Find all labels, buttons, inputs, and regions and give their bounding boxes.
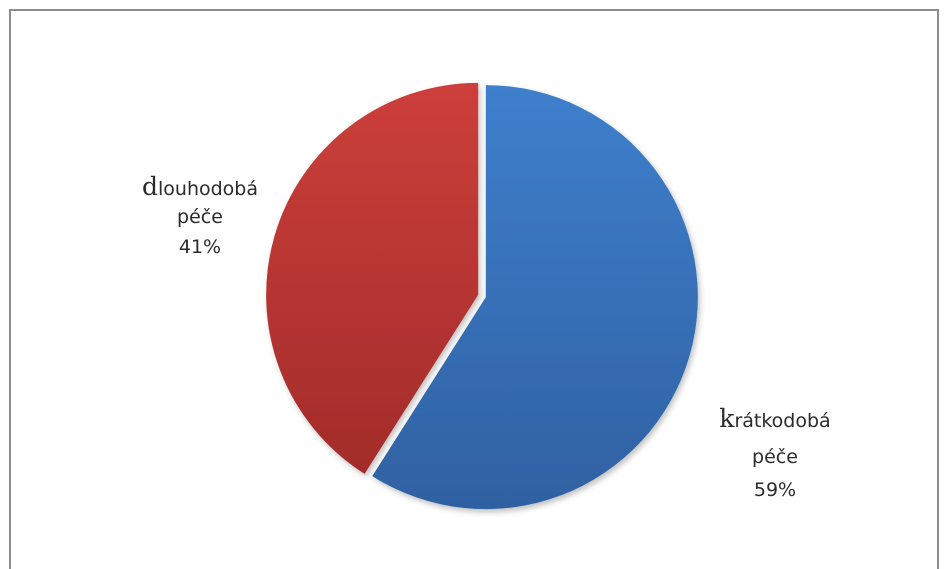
label-kratkodoba-value: 59%: [754, 479, 796, 501]
label-dlouhodoba-line2: péče: [177, 206, 223, 228]
label-dlouhodoba-value: 41%: [179, 236, 221, 258]
slice-dlouhodoba: [266, 82, 479, 474]
label-kratkodoba-line1: krátkodobá: [719, 404, 830, 433]
label-kratkodoba-line2: péče: [752, 446, 798, 468]
slice-kratkodoba: [372, 85, 698, 510]
label-dlouhodoba-line1: dlouhodobá: [142, 172, 258, 201]
